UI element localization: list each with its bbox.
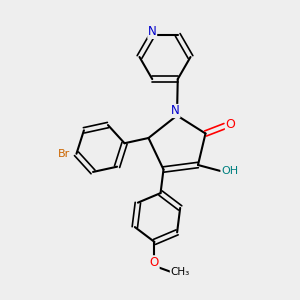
Text: O: O [150,256,159,269]
Text: CH₃: CH₃ [170,267,190,277]
Text: N: N [148,26,157,38]
Text: O: O [226,118,235,131]
Text: N: N [171,104,180,118]
Text: OH: OH [221,166,238,176]
Text: Br: Br [58,149,70,159]
